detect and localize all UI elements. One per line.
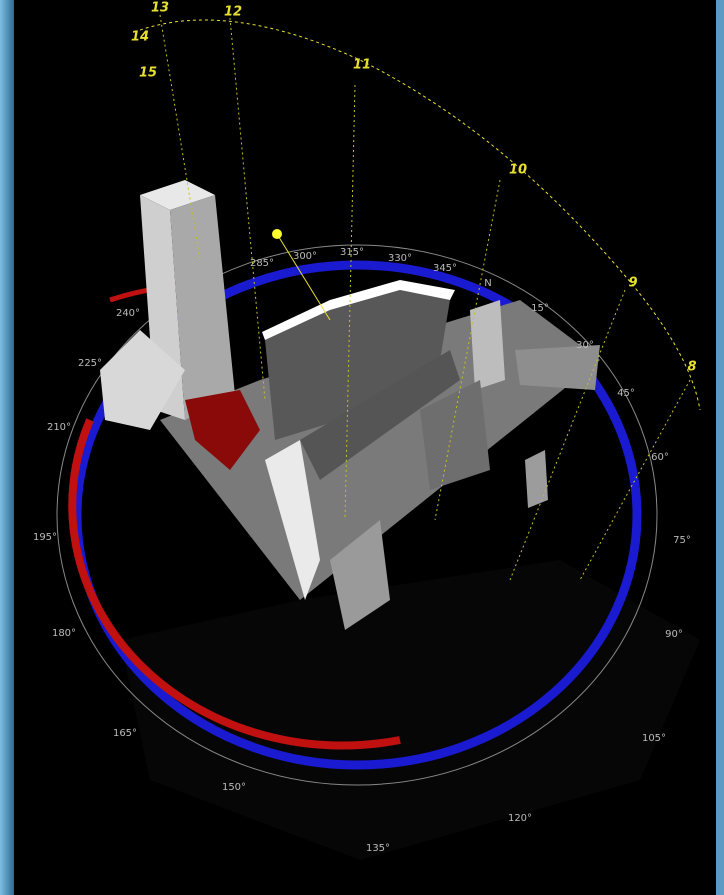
- compass-label: 315°: [340, 247, 364, 258]
- tower-top: [140, 180, 215, 210]
- compass-label: 225°: [78, 358, 102, 369]
- compass-label: 195°: [33, 532, 57, 543]
- building: [265, 440, 320, 600]
- compass-label: 345°: [433, 263, 457, 274]
- compass-label: 120°: [508, 813, 532, 824]
- sun-ray: [276, 233, 331, 321]
- compass-label: 45°: [617, 388, 635, 399]
- tower: [170, 195, 235, 420]
- curved-building: [265, 290, 450, 440]
- hour-label: 14: [131, 30, 149, 45]
- building: [525, 450, 548, 508]
- hour-label: 10: [509, 163, 527, 178]
- compass-label: 105°: [642, 733, 666, 744]
- compass-label: 60°: [651, 452, 669, 463]
- sun: [272, 229, 282, 239]
- curved-roof: [262, 280, 455, 340]
- compass-label: 165°: [113, 728, 137, 739]
- compass-label: 30°: [576, 340, 594, 351]
- building: [330, 520, 390, 630]
- building: [300, 350, 460, 480]
- compass-label: 75°: [673, 535, 691, 546]
- hour-label: 9: [628, 276, 637, 291]
- red-building: [185, 390, 260, 470]
- compass-label: 15°: [531, 303, 549, 314]
- building: [470, 300, 505, 390]
- building: [100, 330, 185, 430]
- compass-label: 90°: [665, 629, 683, 640]
- hour-line: [159, 14, 691, 581]
- shadow: [120, 560, 700, 860]
- frame-left: [0, 0, 14, 895]
- compass-label: N: [484, 278, 491, 289]
- ring-blue: [72, 260, 642, 770]
- hour-label: 13: [151, 1, 169, 16]
- compass-label: 150°: [222, 782, 246, 793]
- ring-red: [68, 418, 401, 750]
- compass-label: 210°: [47, 422, 71, 433]
- building: [420, 380, 490, 490]
- compass-label: 240°: [116, 308, 140, 319]
- building: [515, 345, 600, 390]
- sun-path: [139, 19, 701, 411]
- compass-label: 180°: [52, 628, 76, 639]
- hour-label: 8: [687, 360, 696, 375]
- hour-label: 15: [139, 66, 157, 81]
- compass-label: 300°: [293, 251, 317, 262]
- compass-label: 330°: [388, 253, 412, 264]
- hour-label: 12: [224, 5, 242, 20]
- compass-label: 285°: [250, 258, 274, 269]
- ring-outer: [56, 244, 658, 786]
- hour-label: 11: [353, 58, 371, 73]
- compass-label: 135°: [366, 843, 390, 854]
